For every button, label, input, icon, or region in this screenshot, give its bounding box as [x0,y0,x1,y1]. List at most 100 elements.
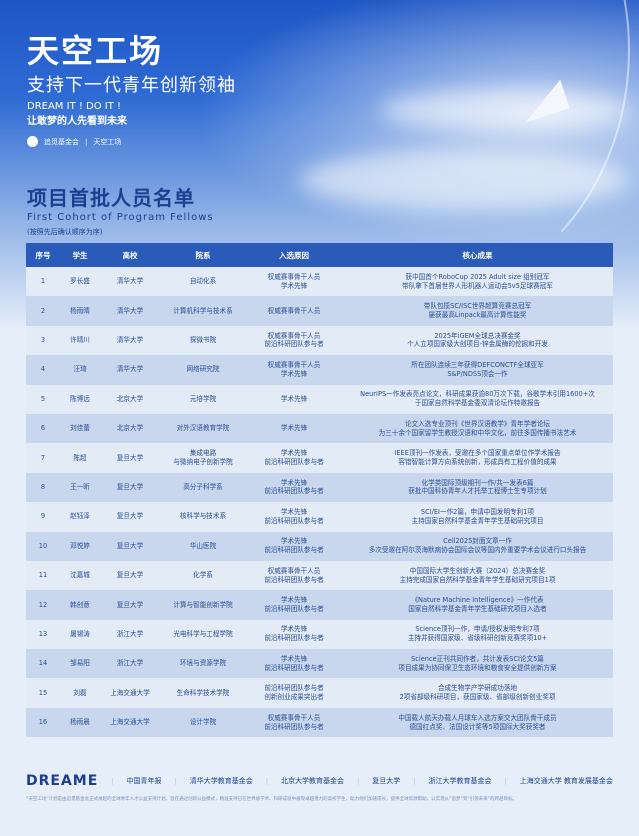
table-cell: 中国国际大学生创新大赛（2024）总决赛金奖 主持完成国家自然科学基金青年学生基… [342,560,613,591]
table-row: 14 邹易阳 浙江大学 环境与资源学院 学术先锋 前沿科研团队参与者 Science正刊共… [26,649,613,679]
section-title: 项目首批人员名单 [27,186,195,210]
table-header-row: 序号 学生 高校 院系 入选原因 核心成果 [26,243,613,267]
table-cell: 权威赛事骨干人员 前沿科研团队参与者 [246,560,342,591]
table-cell: 罗长盛 [60,267,100,297]
cloud [380,90,630,130]
table-cell: 北京大学 [100,413,160,444]
table-cell: 学术先锋 前沿科研团队参与者 [246,502,342,532]
table-cell: 华山医院 [160,531,246,561]
table-row: 11 沈嘉城 复旦大学 化学系 权威赛事骨干人员 前沿科研团队参与者 中国国际大学生创新大… [26,560,613,591]
table-cell: 生命科学技术学院 [160,678,246,708]
table-cell: 14 [26,649,60,679]
table-cell: 计算与智能创新学院 [160,590,246,620]
foundation-logo-icon [27,136,38,147]
cloud [300,150,630,210]
table-cell: 学术先锋 前沿科研团队参与者 [246,472,342,503]
table-cell: 1 [26,267,60,297]
table-cell: 12 [26,590,60,620]
table-cell: 带队包揽SC/ISC世界超算竞赛总冠军 屡获最高Linpack最高计算性能奖 [342,296,613,326]
slogan-cn: 让敢梦的人先看到未来 [27,116,127,127]
table-cell: 2025年iGEM全球总决赛金奖 个人立项国家级大创项目-锌金属酶的挖掘和开发 [342,325,613,356]
table-cell: Science正刊共同作者，共计发表SCI论文5篇 项目成果为协同保卫生态环境和… [342,649,613,679]
table-cell: 上海交通大学 [100,707,160,738]
table-cell: 16 [26,707,60,738]
table-row: 2 杨雨晴 清华大学 计算机科学与技术系 权威赛事骨干人员 带队包揽SC/ISC世界超算竞… [26,296,613,326]
table-cell: 学术先锋 前沿科研团队参与者 [246,649,342,679]
table-row: 4 汪琦 清华大学 网络研究院 权威赛事骨干人员 学术先锋 所在团队连续三年获得DEFCO… [26,355,613,385]
table-cell: 浙江大学 [100,649,160,679]
table-cell: 15 [26,678,60,708]
table-cell: 权威赛事骨干人员 学术先锋 [246,355,342,385]
table-cell: 学术先锋 前沿科研团队参与者 [246,531,342,561]
table-cell: 复旦大学 [100,560,160,591]
table-cell: IEEE顶刊一作发表，受邀在多个国家重点单位作学术报告 容错智能计算方向系统创新… [342,443,613,473]
table-cell: 王一昕 [60,472,100,503]
table-cell: 11 [26,560,60,591]
table-cell: 清华大学 [100,296,160,326]
table-cell: 学术先锋 前沿科研团队参与者 [246,443,342,473]
main-content: 序号 学生 高校 院系 入选原因 核心成果 1 罗长盛 清华大学 自动化系 权威赛事骨干人员 学术… [26,243,613,804]
table-cell: 清华大学 [100,355,160,385]
table-cell: 高分子科学系 [160,472,246,503]
table-cell: 沈嘉城 [60,560,100,591]
table-cell: 学术先锋 [246,384,342,414]
hero-title: 天空工场 [27,32,164,70]
table-row: 1 罗长盛 清华大学 自动化系 权威赛事骨干人员 学术先锋 获中国首个RoboCup 20… [26,267,613,297]
table-cell: 5 [26,384,60,414]
partner-logo: 清华大学教育基金会 [189,777,253,786]
table-row: 13 屠锡涛 浙江大学 光电科学与工程学院 学术先锋 前沿科研团队参与者 Science顶… [26,619,613,650]
fellows-table: 序号 学生 高校 院系 入选原因 核心成果 1 罗长盛 清华大学 自动化系 权威赛事骨干人员 学术… [26,243,613,738]
logo-divider: | [265,777,269,786]
table-cell: 刘佳蕾 [60,413,100,444]
table-cell: 集成电路 与微纳电子创新学院 [160,443,246,473]
table-cell: 浙江大学 [100,619,160,650]
table-cell: 邓悦婷 [60,531,100,561]
footer-text: “天空工场”计划是由追觅基金会正式发起的全球青年人才公益支持计划，旨在通过创新公… [26,797,517,803]
slogan-en: DREAM IT ! DO IT ! [27,101,122,112]
table-cell: NeurIPS一作发表亮点论文，科研成果获逾80万次下载，谷歌学术引用1600+… [342,384,613,414]
table-cell: 8 [26,472,60,503]
table-cell: 对外汉语教育学院 [160,413,246,444]
table-cell: 权威赛事骨干人员 学术先锋 [246,267,342,297]
foundation-logo-text: 追觅基金会 [44,137,79,146]
table-cell: 9 [26,502,60,532]
table-cell: 学术先锋 前沿科研团队参与者 [246,590,342,620]
section-note: (按照先后确认顺序为序) [27,228,103,236]
table-cell: 刘磊 [60,678,100,708]
table-cell: 赵钰泽 [60,502,100,532]
column-header: 核心成果 [342,243,613,267]
table-cell: 复旦大学 [100,531,160,561]
table-cell: 复旦大学 [100,443,160,473]
logo-divider: | [504,777,507,786]
table-cell: 10 [26,531,60,561]
table-cell: 陈博远 [60,384,100,414]
partner-logo: 复旦大学 [372,777,401,786]
table-cell: 6 [26,413,60,444]
table-cell: 前沿科研团队参与者 创新创业成果突出者 [246,678,342,708]
table-cell: 北京大学 [100,384,160,414]
table-cell: 许晴川 [60,325,100,356]
hero-subtitle: 支持下一代青年创新领袖 [27,75,236,96]
table-cell: 韩创意 [60,590,100,620]
table-cell: 化学系 [160,560,246,591]
skyfactory-logo-text: 天空工场 [93,137,122,146]
partner-logo: 浙江大学教育基金会 [428,777,492,786]
table-cell: 光电科学与工程学院 [160,619,246,650]
table-cell: 3 [26,325,60,356]
logo-divider: | [174,777,177,786]
table-row: 12 韩创意 复旦大学 计算与智能创新学院 学术先锋 前沿科研团队参与者 《Nature … [26,590,613,620]
table-cell: 元培学院 [160,384,246,414]
hero-logos: 追觅基金会 | 天空工场 [27,136,121,147]
table-cell: 探微书院 [160,325,246,356]
table-row: 3 许晴川 清华大学 探微书院 权威赛事骨干人员 前沿科研团队参与者 2025年iGEM全… [26,325,613,356]
table-cell: 复旦大学 [100,590,160,620]
table-cell: 上海交通大学 [100,678,160,708]
table-cell: 所在团队连续三年获得DEFCONCTF全球亚军 S&P/NDSS顶会一作 [342,355,613,385]
table-cell: 杨雨晴 [60,296,100,326]
table-row: 5 陈博远 北京大学 元培学院 学术先锋 NeurIPS一作发表亮点论文，科研成果获逾80… [26,384,613,414]
column-header: 学生 [60,243,100,267]
logo-divider: | [111,777,114,786]
table-cell: 化学类国际顶级期刊一作/共一发表6篇 获批中国科协青年人才托举工程博士生专项计划 [342,472,613,503]
section-title-en: First Cohort of Program Fellows [27,212,214,223]
table-cell: 权威赛事骨干人员 [246,296,342,326]
